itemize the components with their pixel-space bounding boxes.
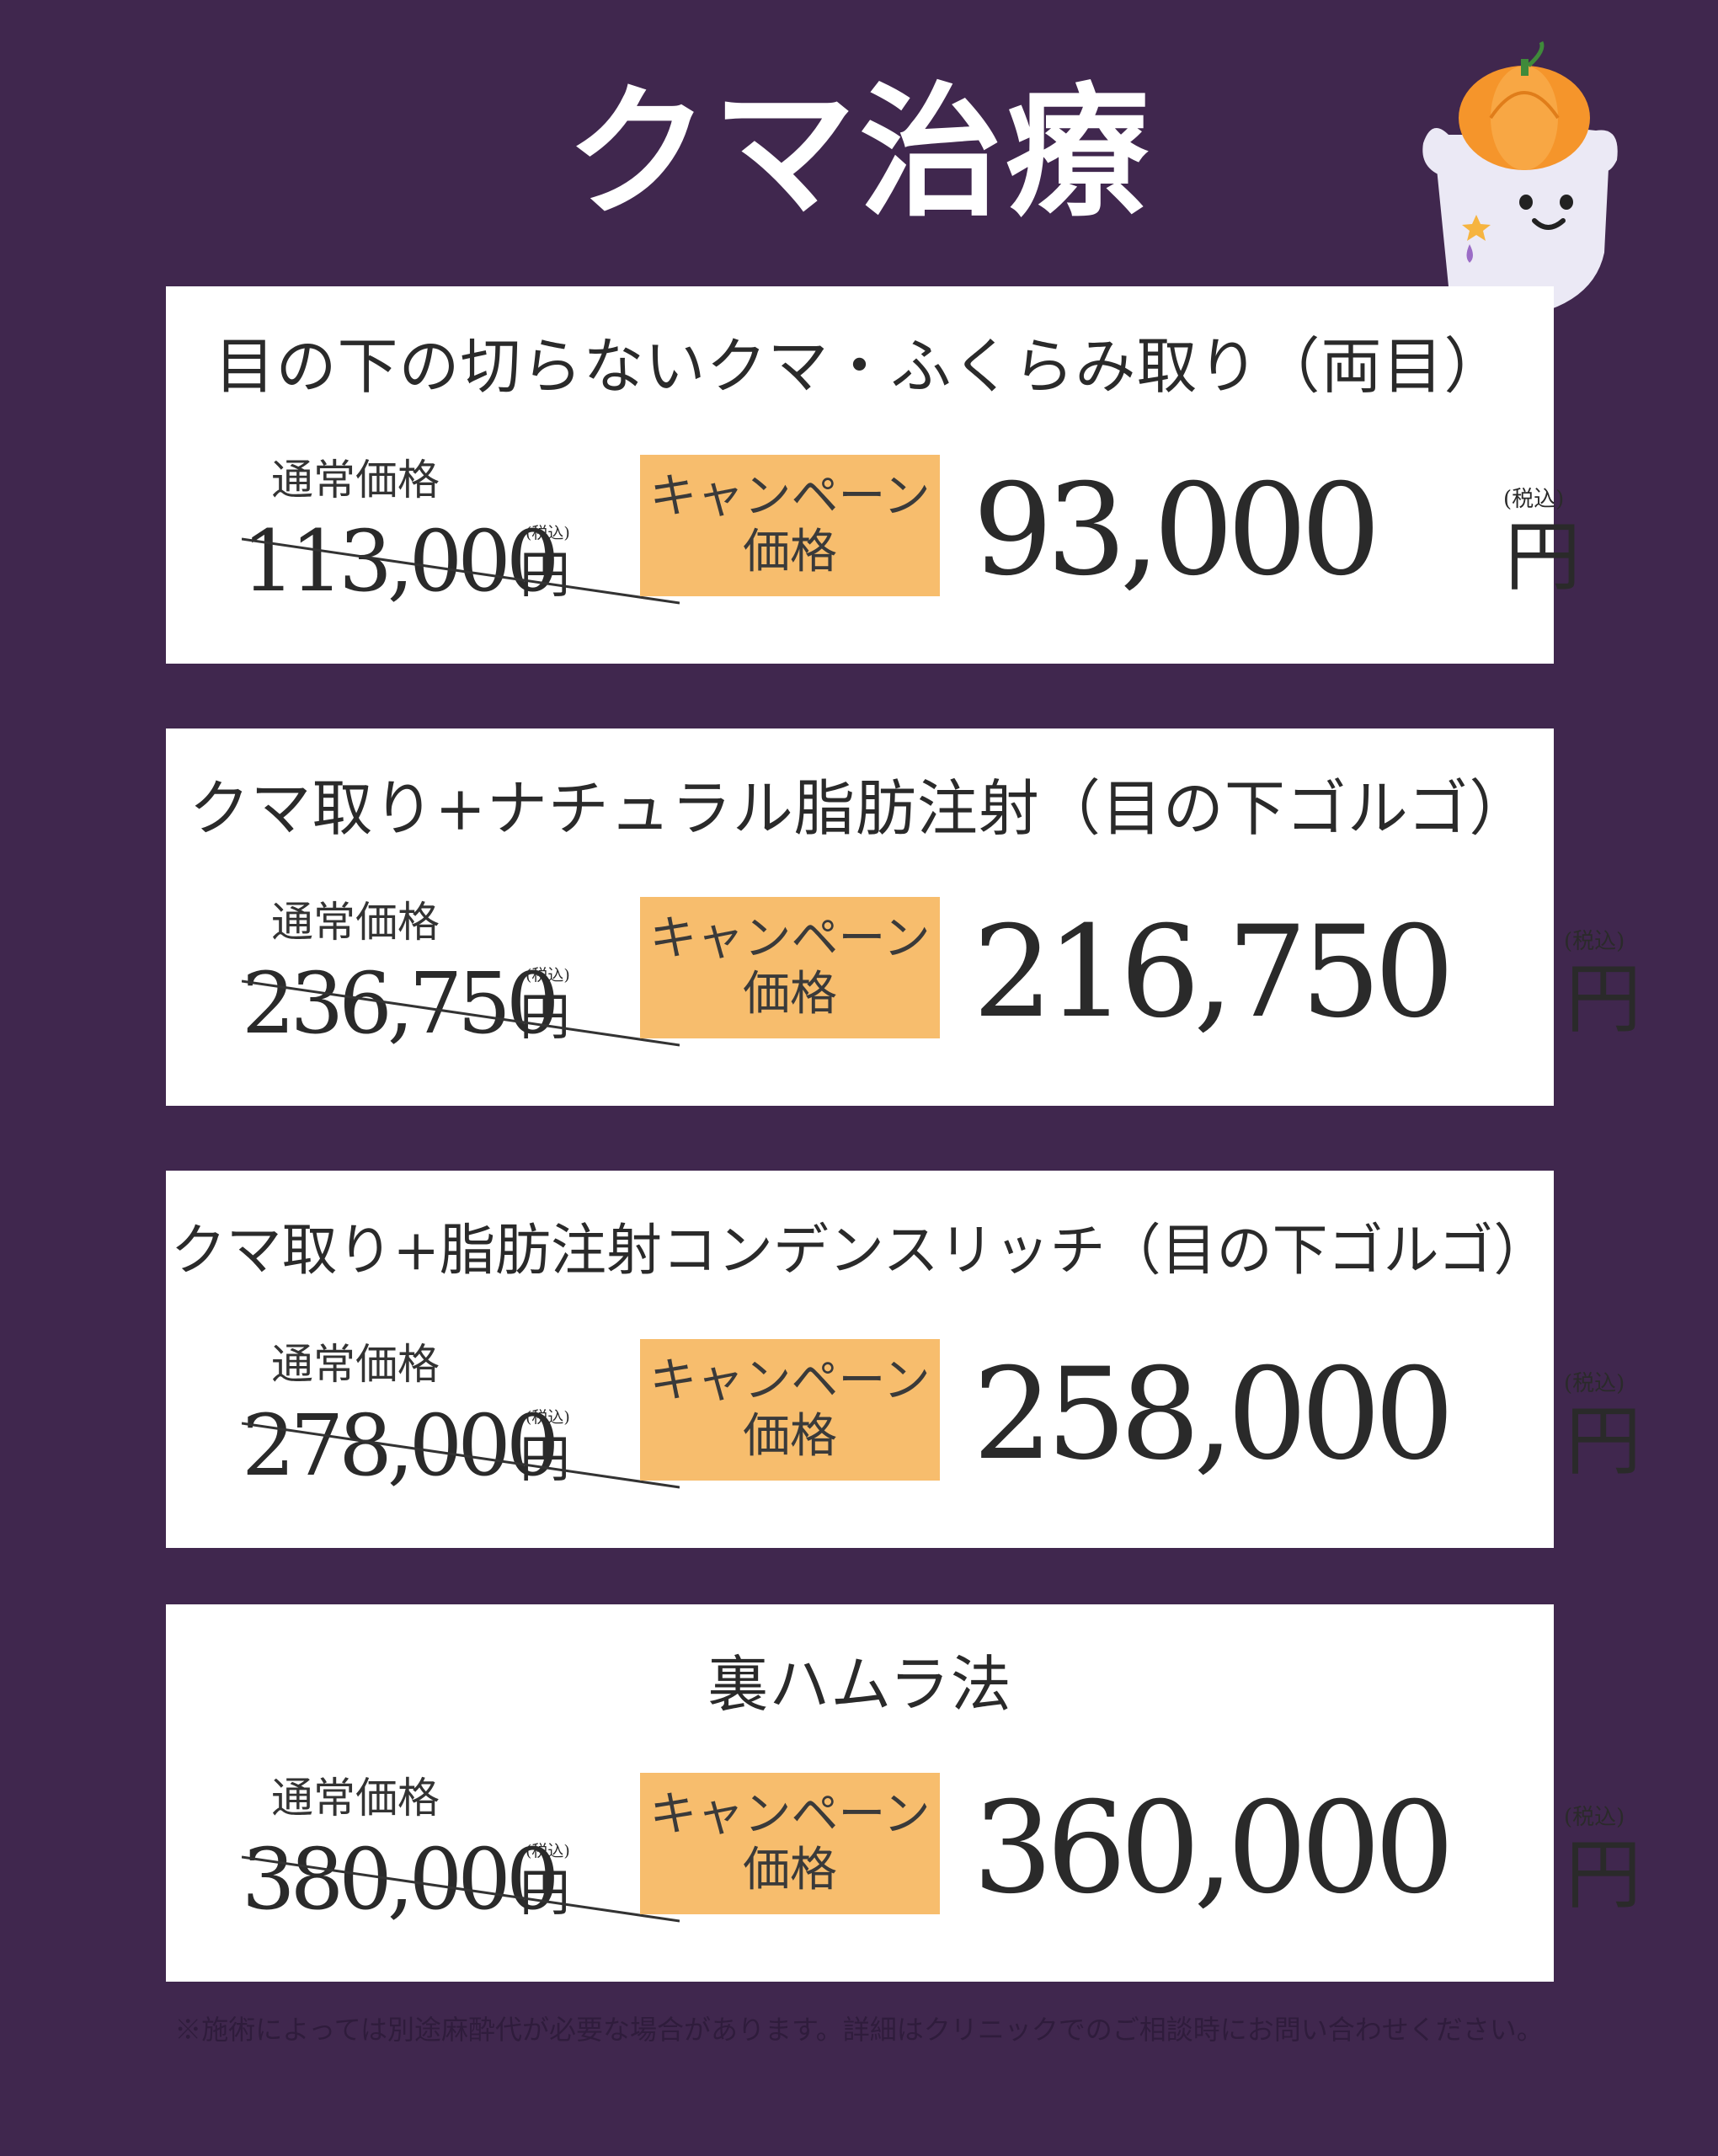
footnote: ※施術によっては別途麻酔代が必要な場合があります。詳細はクリニックでのご相談時に…: [174, 2014, 1544, 2046]
regular-price: 113,000 (税込) 円: [242, 515, 688, 608]
campaign-badge: キャンペーン 価格: [640, 1339, 940, 1481]
sale-price-amount: 258,000: [973, 1342, 1454, 1488]
price-card-1: 目の下の切らないクマ・ふくらみ取り（両目） 通常価格 113,000 (税込) …: [166, 286, 1581, 664]
yen-unit: 円: [1566, 955, 1641, 1043]
campaign-label: キャンペーン: [649, 1353, 931, 1408]
yen-unit: 円: [1566, 1397, 1641, 1486]
price-card-3: クマ取り+脂肪注射コンデンスリッチ（目の下ゴルゴ） 通常価格 278,000 (…: [166, 1171, 1641, 1548]
tax-label: (税込): [526, 1842, 570, 1860]
tax-label: (税込): [526, 966, 570, 985]
tax-label: (税込): [1564, 929, 1625, 954]
treatment-title: クマ取り+ナチュラル脂肪注射（目の下ゴルゴ）: [189, 773, 1531, 844]
campaign-price-label: 価格: [743, 967, 837, 1022]
regular-price-label: 通常価格: [271, 898, 440, 947]
regular-price: 236,750 (税込) 円: [242, 958, 688, 1050]
sale-price-amount: 216,750: [973, 899, 1454, 1046]
strikethrough-line: [242, 1855, 680, 1923]
yen-unit: 円: [1566, 1831, 1641, 1919]
strikethrough-line: [242, 979, 680, 1047]
regular-price: 380,000 (税込) 円: [242, 1833, 688, 1926]
page-title: クマ治療: [565, 70, 1152, 237]
campaign-label: キャンペーン: [649, 911, 931, 966]
campaign-badge: キャンペーン 価格: [640, 897, 940, 1038]
yen-unit: 円: [1505, 513, 1581, 601]
campaign-price-label: 価格: [743, 525, 837, 579]
yen-unit: 円: [520, 1864, 570, 1923]
campaign-label: キャンペーン: [649, 469, 931, 524]
yen-unit: 円: [520, 546, 570, 605]
regular-price: 278,000 (税込) 円: [242, 1400, 688, 1492]
strikethrough-line: [242, 537, 680, 605]
strikethrough-line: [242, 1422, 680, 1489]
campaign-price-label: 価格: [743, 1409, 837, 1464]
regular-price-label: 通常価格: [271, 456, 440, 504]
treatment-title: 目の下の切らないクマ・ふくらみ取り（両目）: [214, 331, 1506, 402]
yen-unit: 円: [520, 988, 570, 1047]
campaign-badge: キャンペーン 価格: [640, 1773, 940, 1914]
yen-unit: 円: [520, 1430, 570, 1489]
price-card-2: クマ取り+ナチュラル脂肪注射（目の下ゴルゴ） 通常価格 236,750 (税込)…: [166, 728, 1641, 1106]
campaign-badge: キャンペーン 価格: [640, 455, 940, 596]
tax-label: (税込): [1564, 1371, 1625, 1396]
campaign-price-label: 価格: [743, 1843, 837, 1897]
treatment-title: クマ取り+脂肪注射コンデンスリッチ（目の下ゴルゴ）: [170, 1218, 1550, 1283]
price-card-4: 裏ハムラ法 通常価格 380,000 (税込) 円 キャンペーン 価格 360,…: [166, 1604, 1641, 1982]
tax-label: (税込): [526, 524, 570, 542]
campaign-label: キャンペーン: [649, 1787, 931, 1842]
tax-label: (税込): [1503, 487, 1565, 512]
tax-label: (税込): [526, 1408, 570, 1427]
regular-price-label: 通常価格: [271, 1340, 440, 1389]
tax-label: (税込): [1564, 1805, 1625, 1830]
sale-price-amount: 93,000: [973, 457, 1381, 604]
treatment-title: 裏ハムラ法: [707, 1649, 1012, 1720]
ghost-with-pumpkin-icon: [1398, 40, 1618, 320]
sale-price-amount: 360,000: [973, 1775, 1454, 1922]
regular-price-label: 通常価格: [271, 1774, 440, 1822]
